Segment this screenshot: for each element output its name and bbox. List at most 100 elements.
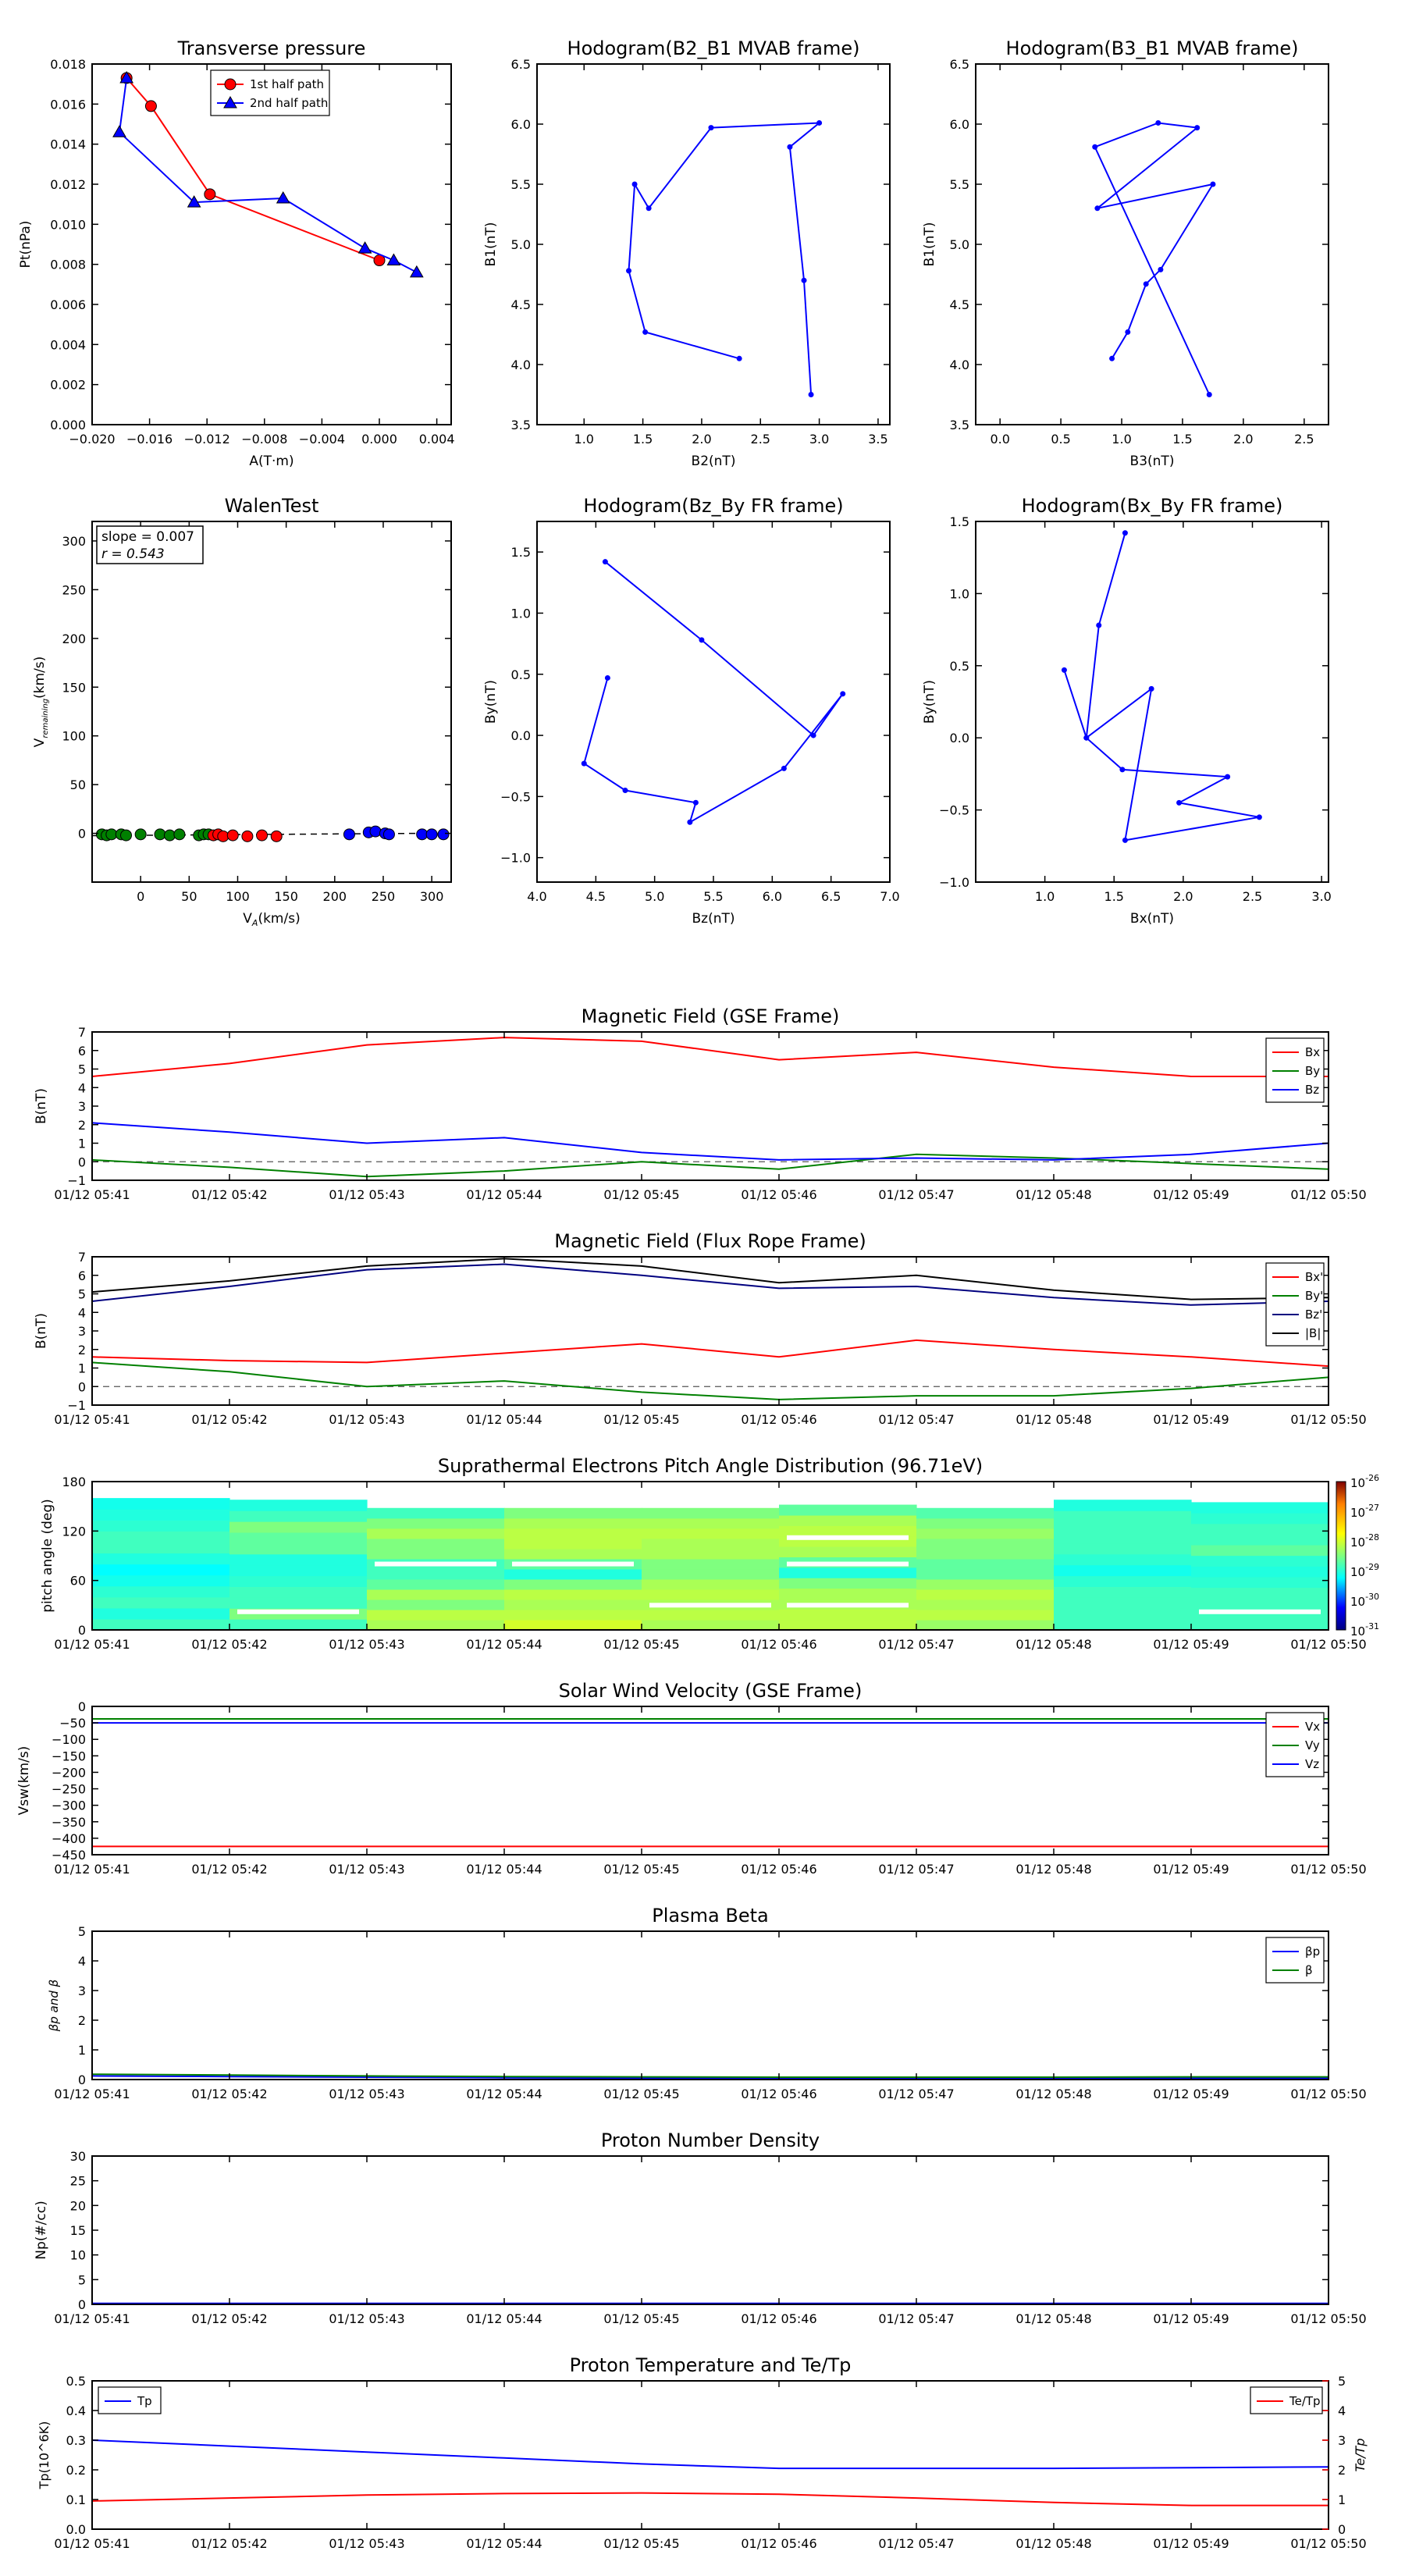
plot-area [1092,119,1216,397]
y-tick-label: −400 [52,1831,86,1846]
x-tick-label: 01/12 05:48 [1016,2087,1091,2101]
x-tick-label: 1.0 [1035,889,1055,904]
data-point [386,253,401,266]
x-tick-label: 01/12 05:45 [603,1187,679,1202]
y-tick-label: 120 [62,1524,86,1539]
x-tick-label: 01/12 05:42 [191,1412,267,1427]
data-point [646,205,652,212]
x-tick-label: 01/12 05:47 [878,2087,954,2101]
x-tick-label: −0.020 [69,432,115,447]
heat-gap [512,1561,634,1567]
y-tick-label: −1.0 [500,851,531,866]
data-point [382,828,395,841]
data-point [604,674,610,681]
x-tick-label: 01/12 05:47 [878,1187,954,1202]
plot-area [92,2073,1329,2080]
x-tick-label: 01/12 05:47 [878,1637,954,1652]
x-tick-label: 01/12 05:48 [1016,1637,1091,1652]
y-tick-label: 6.5 [511,57,531,72]
x-label-sub: A [251,918,258,928]
y-tick-label: 0.5 [950,659,969,674]
series-line [628,122,822,395]
x-tick-label: 01/12 05:48 [1016,2536,1091,2551]
x-tick-label: 01/12 05:49 [1153,1187,1229,1202]
plot-area [92,1718,1329,1848]
data-point [204,188,216,201]
heat-cell [642,1619,780,1631]
heat-cell [642,1609,780,1621]
series-line [1094,122,1215,395]
chart-transverse-pressure: 0.000 0.002 0.004 0.006 0.008 0.010 0.012 0.014… [18,37,455,469]
chart-sw-velocity: 0−50−100−150−200−250−300−350−400−45001/1… [16,1680,1367,1877]
data-point [1096,622,1102,628]
x-tick-label: 01/12 05:50 [1290,1187,1366,1202]
heat-cell [1054,1564,1192,1577]
y-tick-label: 100 [62,729,86,744]
y-tick-label: 1.5 [950,514,969,529]
heat-cell [229,1532,368,1544]
x-tick-label: 2.0 [1173,889,1193,904]
data-point [105,828,118,841]
x-tick-label: 01/12 05:44 [466,2536,542,2551]
x-tick-label: 4.0 [527,889,546,904]
data-point [816,119,823,126]
x-tick-label: 6.5 [821,889,841,904]
y-axis-label: Pt(nPa) [18,221,34,269]
heat-cell [504,1599,642,1610]
x-tick-label: 01/12 05:49 [1153,1862,1229,1877]
x-tick-label: −0.004 [299,432,345,447]
heat-cell [779,1504,917,1516]
y-tick-label: −100 [52,1732,86,1747]
heat-cell [779,1546,917,1558]
x-tick-label: 01/12 05:48 [1016,1412,1091,1427]
plot-area [92,1037,1329,1178]
data-point [687,819,693,825]
heat-cell [916,1558,1055,1570]
data-point [163,829,176,841]
data-point [409,265,424,278]
data-point [1176,799,1183,806]
heat-cell [504,1538,642,1550]
y-tick-label: 5.5 [950,177,969,192]
y-axis-label: By(nT) [483,680,499,724]
x-tick-label: 01/12 05:50 [1290,2311,1366,2326]
series-line [1063,532,1260,841]
heat-cell [229,1597,368,1609]
heat-cell [92,1498,230,1510]
x-tick-label: 01/12 05:48 [1016,1862,1091,1877]
heat-cell [916,1507,1055,1519]
legend-label: 2nd half path [250,96,328,110]
y-axis-label: B1(nT) [922,222,937,267]
x-tick-label: −0.012 [184,432,230,447]
chart-walen-test: 0 50 100 150 200 250 300 0 50 100 150 200 250 300 Wale… [32,495,452,928]
y-tick-label: 30 [70,2149,86,2164]
heat-cell [1054,1521,1192,1533]
y-tick-label: 0.1 [66,2492,86,2507]
y-tick-label: 20 [70,2198,86,2213]
x-tick-label: 01/12 05:42 [191,1187,267,1202]
y-tick-label: 0.016 [50,97,86,112]
heat-cell [367,1568,505,1580]
legend-label: Bz' [1305,1308,1322,1322]
y-tick-label: 200 [62,632,86,646]
chart-mag-fr: −1 0 1 2 3 4 5 6 7 01/12 05:41 01/12 05:42 01/12 05… [34,1230,1367,1427]
heat-cell [367,1609,505,1621]
x-axis-label: A(T·m) [249,454,293,469]
chart-hodogram-bz-by: −1.0 −0.5 0.0 0.5 1.0 1.5 4.0 4.5 5.0 5.5 6.0 6.5 7.… [483,495,900,927]
y-tick-label: 25 [70,2174,86,2189]
heat-cell [92,1520,230,1532]
heat-cell [642,1548,780,1560]
data-point [1194,125,1200,131]
data-point [626,268,632,274]
series-line [583,560,844,824]
y-tick-label: 4 [78,1080,86,1095]
heat-cell [1054,1510,1192,1522]
y-tick-label: 4 [78,1305,86,1320]
heat-cell [779,1578,917,1589]
y-tick-label-right: 0 [1338,2522,1346,2537]
x-tick-label: 300 [420,889,444,904]
x-tick-label: 01/12 05:46 [741,1187,816,1202]
data-point [217,830,229,842]
heat-cell [229,1619,368,1631]
heat-cell [642,1589,780,1600]
